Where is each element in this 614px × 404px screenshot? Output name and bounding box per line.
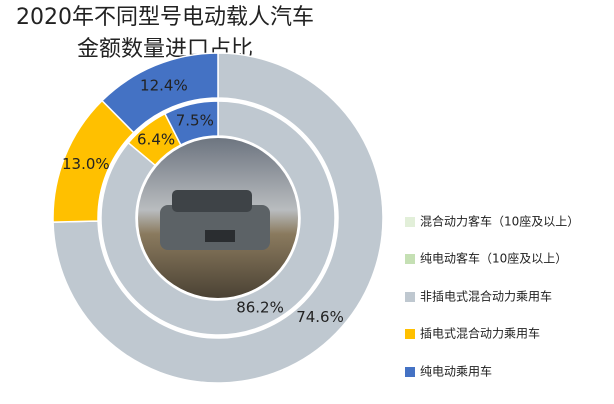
legend-swatch bbox=[405, 367, 415, 377]
donut-slice bbox=[100, 100, 336, 336]
donut-slice bbox=[52, 52, 384, 384]
data-label: 86.2% bbox=[236, 299, 284, 317]
center-photo bbox=[138, 138, 298, 298]
legend-swatch bbox=[405, 254, 415, 264]
legend-label: 混合动力客车（10座及以上） bbox=[420, 214, 579, 229]
data-label: 7.5% bbox=[176, 112, 214, 130]
donut-slice bbox=[163, 100, 219, 146]
chart-title: 2020年不同型号电动载人汽车 bbox=[16, 5, 314, 30]
legend-label: 插电式混合动力乘用车 bbox=[420, 326, 540, 341]
data-label: 6.4% bbox=[137, 131, 175, 149]
data-label: 74.6% bbox=[296, 308, 344, 326]
legend-swatch bbox=[405, 292, 415, 302]
data-label: 12.4% bbox=[140, 77, 188, 95]
legend-label: 纯电动乘用车 bbox=[420, 364, 492, 379]
legend-swatch bbox=[405, 329, 415, 339]
legend-label: 非插电式混合动力乘用车 bbox=[420, 289, 552, 304]
donut-slice bbox=[101, 52, 219, 134]
legend-swatch bbox=[405, 217, 415, 227]
data-label: 13.0% bbox=[62, 155, 110, 173]
legend-label: 纯电动客车（10座及以上） bbox=[420, 251, 567, 266]
